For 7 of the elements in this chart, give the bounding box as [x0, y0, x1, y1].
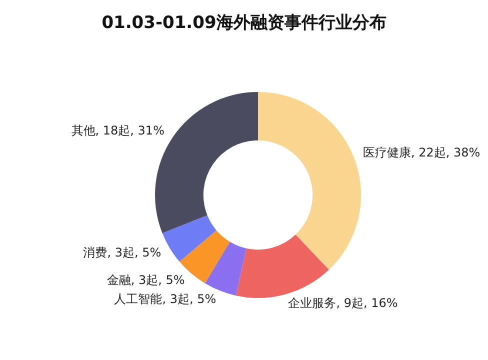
slice-label: 企业服务, 9起, 16% — [288, 296, 398, 310]
slice-label: 其他, 18起, 31% — [71, 124, 164, 138]
slice-label: 金融, 3起, 5% — [106, 273, 185, 288]
chart-title: 01.03-01.09海外融资事件行业分布 — [100, 12, 388, 35]
slice-label: 医疗健康, 22起, 38% — [362, 145, 480, 160]
slice-label: 消费, 3起, 5% — [83, 245, 162, 260]
slice-label: 人工智能, 3起, 5% — [114, 292, 216, 306]
